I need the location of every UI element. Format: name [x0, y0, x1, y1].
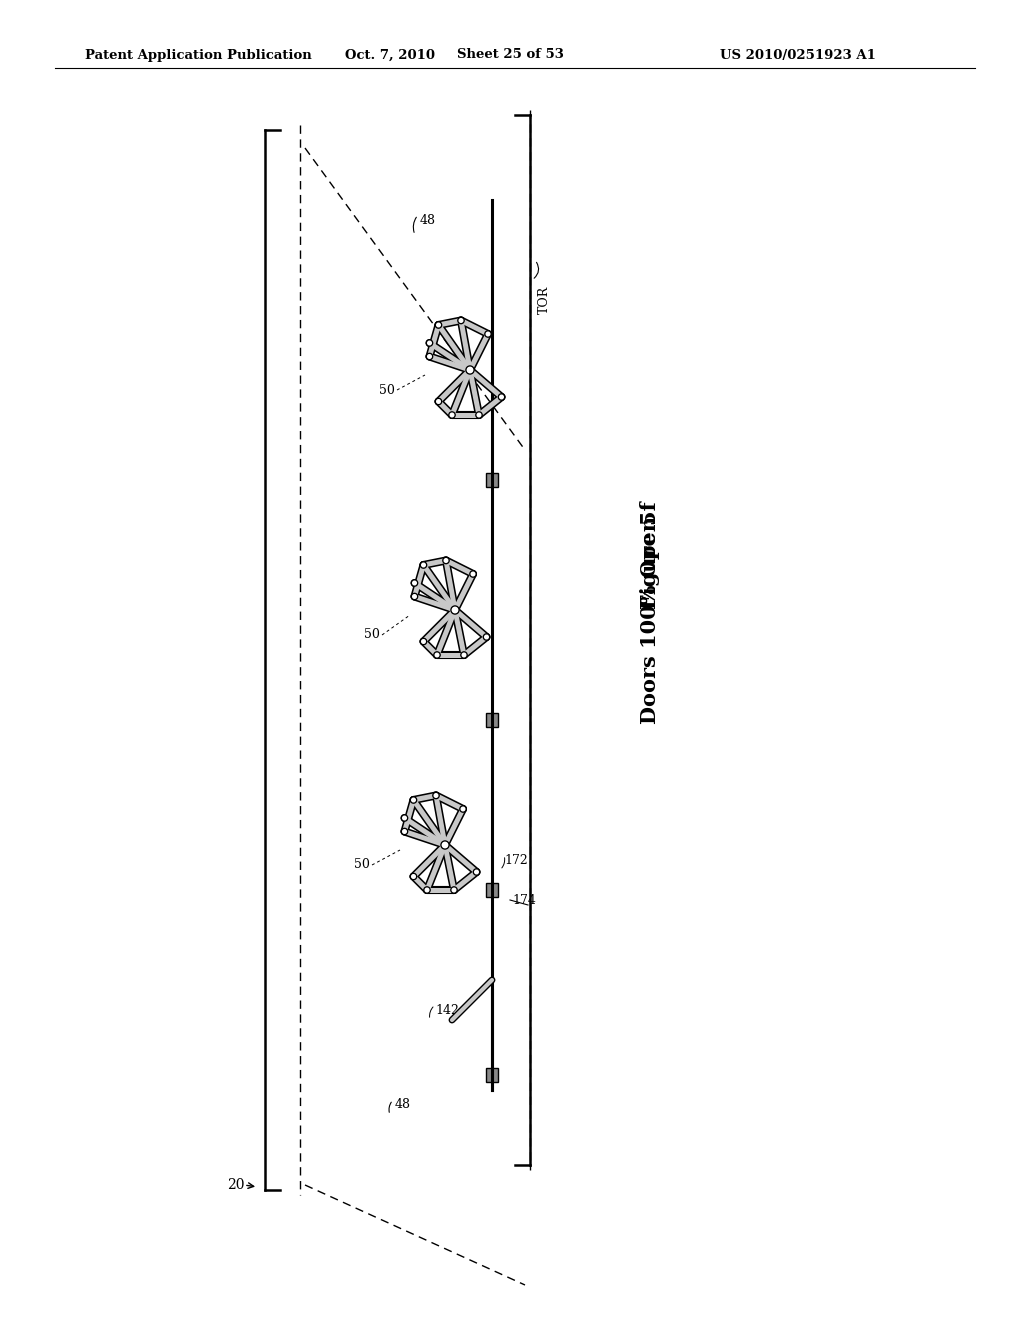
Circle shape — [453, 607, 458, 612]
Circle shape — [466, 366, 474, 374]
Circle shape — [441, 841, 450, 849]
Circle shape — [435, 399, 441, 405]
Text: 20: 20 — [227, 1177, 245, 1192]
Text: TOR: TOR — [538, 286, 551, 314]
Text: Oct. 7, 2010: Oct. 7, 2010 — [345, 49, 435, 62]
Text: 50: 50 — [379, 384, 395, 396]
Circle shape — [471, 572, 475, 576]
Bar — [486, 883, 498, 898]
Bar — [486, 713, 498, 727]
Circle shape — [475, 870, 478, 874]
Circle shape — [470, 570, 476, 577]
Circle shape — [413, 581, 417, 585]
Circle shape — [444, 558, 447, 562]
Circle shape — [411, 797, 417, 803]
Circle shape — [422, 564, 425, 566]
Circle shape — [451, 887, 457, 894]
Circle shape — [486, 333, 489, 335]
Circle shape — [500, 395, 504, 399]
Circle shape — [412, 799, 416, 801]
Circle shape — [420, 639, 427, 644]
Circle shape — [453, 888, 456, 892]
Text: 50: 50 — [365, 628, 380, 642]
Circle shape — [442, 842, 447, 847]
Text: 142: 142 — [435, 1003, 459, 1016]
Circle shape — [412, 875, 416, 878]
Circle shape — [402, 830, 407, 833]
Circle shape — [436, 323, 440, 327]
Circle shape — [435, 653, 439, 657]
Circle shape — [451, 606, 459, 614]
Circle shape — [477, 413, 481, 417]
Circle shape — [436, 400, 440, 404]
Circle shape — [401, 814, 408, 821]
Circle shape — [422, 640, 425, 643]
Text: Sheet 25 of 53: Sheet 25 of 53 — [457, 49, 563, 62]
Circle shape — [425, 888, 429, 892]
Circle shape — [462, 653, 466, 657]
Text: 174: 174 — [512, 894, 536, 907]
Circle shape — [442, 557, 450, 564]
Circle shape — [484, 635, 488, 639]
Circle shape — [484, 331, 492, 337]
Circle shape — [433, 792, 439, 799]
Circle shape — [434, 793, 438, 797]
Text: Figure 5f: Figure 5f — [640, 502, 660, 609]
Circle shape — [402, 816, 407, 820]
Circle shape — [426, 354, 433, 359]
Circle shape — [459, 318, 463, 322]
Circle shape — [401, 829, 408, 834]
Circle shape — [451, 413, 454, 417]
Circle shape — [449, 412, 455, 418]
Circle shape — [458, 317, 464, 323]
Circle shape — [413, 595, 417, 598]
Text: 48: 48 — [420, 214, 436, 227]
Text: 50: 50 — [354, 858, 370, 871]
Circle shape — [424, 887, 430, 894]
Circle shape — [420, 562, 427, 568]
Circle shape — [435, 322, 441, 329]
Circle shape — [412, 579, 418, 586]
Circle shape — [473, 869, 479, 875]
Bar — [486, 473, 498, 487]
Circle shape — [412, 594, 418, 599]
Circle shape — [428, 355, 431, 358]
Circle shape — [426, 339, 433, 346]
Circle shape — [434, 652, 440, 659]
Circle shape — [411, 874, 417, 879]
Circle shape — [461, 652, 467, 659]
Text: Doors 100% Open: Doors 100% Open — [640, 516, 660, 723]
Circle shape — [483, 634, 489, 640]
Circle shape — [476, 412, 482, 418]
Text: US 2010/0251923 A1: US 2010/0251923 A1 — [720, 49, 876, 62]
Bar — [486, 1068, 498, 1082]
Circle shape — [499, 393, 505, 400]
Circle shape — [461, 808, 465, 810]
Text: Patent Application Publication: Patent Application Publication — [85, 49, 311, 62]
Circle shape — [460, 805, 466, 812]
Text: 172: 172 — [504, 854, 527, 866]
Circle shape — [467, 367, 473, 372]
Text: 48: 48 — [395, 1098, 411, 1111]
Circle shape — [428, 341, 431, 345]
